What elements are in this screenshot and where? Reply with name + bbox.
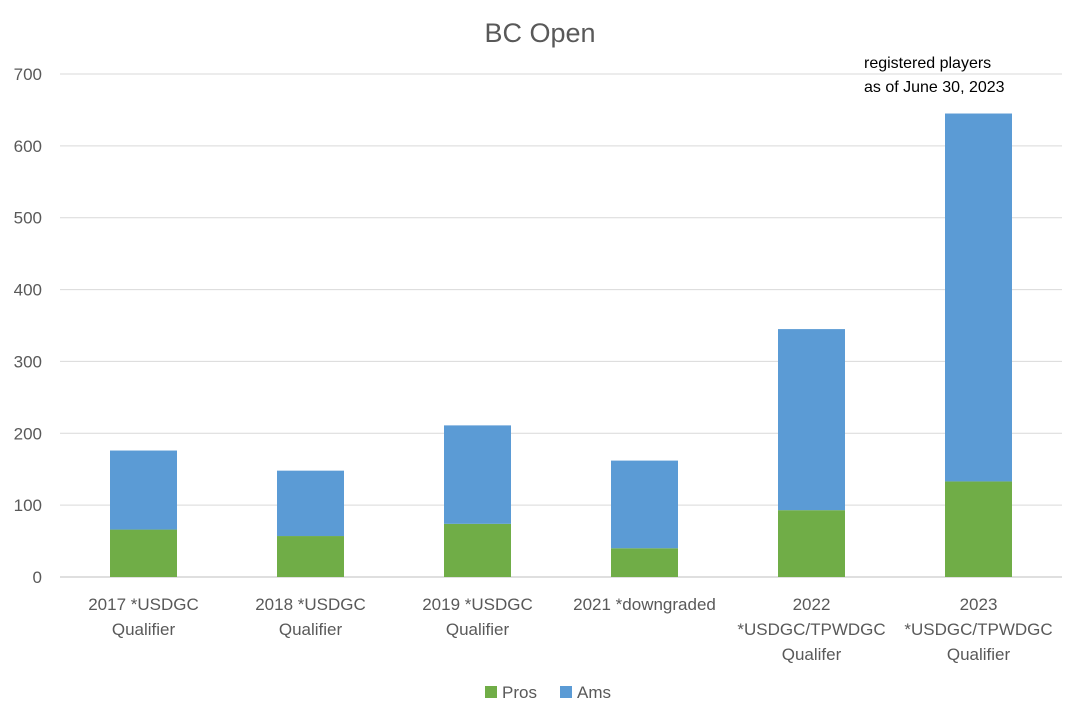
bar-pros-1 — [277, 536, 344, 577]
annotation-text: as of June 30, 2023 — [864, 79, 1005, 96]
y-tick-label: 100 — [14, 496, 42, 515]
x-tick-label: 2017 *USDGC — [88, 595, 199, 614]
bar-ams-1 — [277, 470, 344, 537]
x-tick-label: Qualifer — [782, 645, 842, 664]
annotation: registered players as of June 30, 2023 — [864, 55, 1005, 96]
y-tick-label: 0 — [33, 568, 42, 587]
bar-pros-3 — [611, 548, 678, 577]
x-tick-label: 2021 *downgraded — [573, 595, 716, 614]
legend: Pros Ams — [485, 683, 611, 702]
y-tick-label: 600 — [14, 137, 42, 156]
bars — [110, 113, 1012, 577]
y-tick-label: 200 — [14, 424, 42, 443]
legend-label-pros: Pros — [502, 683, 537, 702]
x-tick-label: *USDGC/TPWDGC — [904, 620, 1052, 639]
annotation-text: registered players — [864, 55, 991, 72]
x-tick-label: Qualifier — [446, 620, 510, 639]
bar-ams-0 — [110, 450, 177, 530]
y-axis-tick-labels: 0 100 200 300 400 500 600 700 — [14, 65, 42, 587]
bar-ams-3 — [611, 460, 678, 549]
x-tick-label: *USDGC/TPWDGC — [737, 620, 885, 639]
x-tick-label: Qualifier — [279, 620, 343, 639]
chart-title: BC Open — [484, 18, 595, 48]
x-tick-label: Qualifier — [947, 645, 1011, 664]
legend-label-ams: Ams — [577, 683, 611, 702]
y-tick-label: 500 — [14, 209, 42, 228]
x-tick-label: 2023 — [960, 595, 998, 614]
x-tick-label: Qualifier — [112, 620, 176, 639]
gridlines — [60, 73, 1062, 578]
legend-swatch-ams — [560, 686, 572, 698]
bar-ams-4 — [778, 329, 845, 511]
y-tick-label: 400 — [14, 281, 42, 300]
bar-pros-0 — [110, 529, 177, 577]
bar-ams-2 — [444, 425, 511, 524]
y-tick-label: 700 — [14, 65, 42, 84]
x-axis-tick-labels: 2017 *USDGC Qualifier 2018 *USDGC Qualifier… — [88, 595, 1052, 664]
bar-pros-5 — [945, 481, 1012, 577]
x-tick-label: 2019 *USDGC — [422, 595, 533, 614]
x-tick-label: 2018 *USDGC — [255, 595, 366, 614]
y-tick-label: 300 — [14, 352, 42, 371]
legend-swatch-pros — [485, 686, 497, 698]
x-tick-label: 2022 — [793, 595, 831, 614]
bar-pros-4 — [778, 510, 845, 577]
bar-pros-2 — [444, 523, 511, 577]
bar-ams-5 — [945, 113, 1012, 482]
